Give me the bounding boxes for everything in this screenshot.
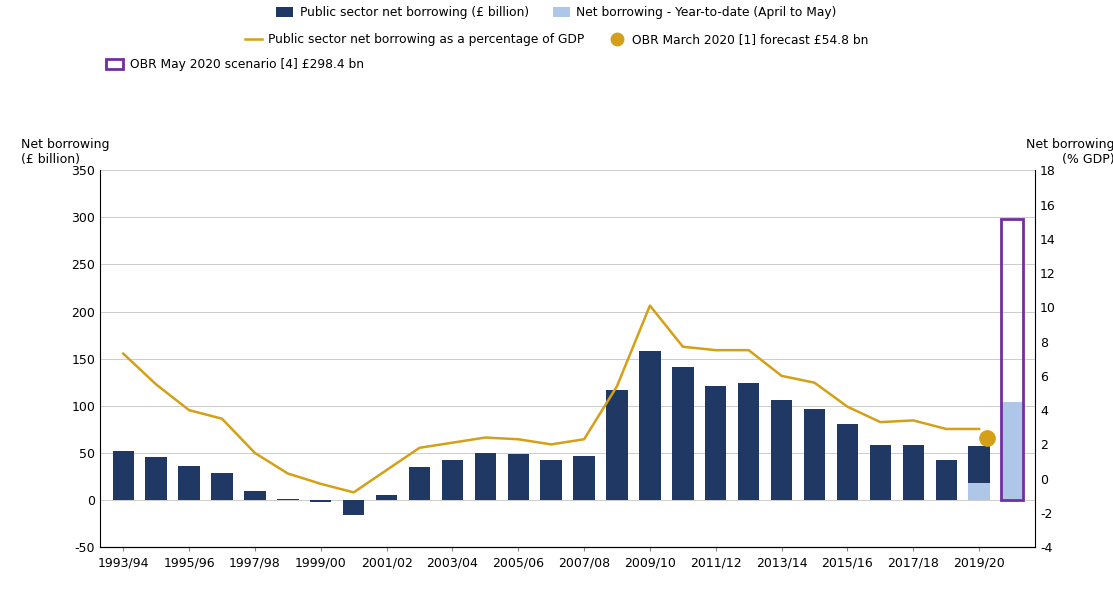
Bar	[804, 409, 825, 500]
Bar	[903, 446, 924, 500]
Bar	[968, 483, 989, 500]
Bar	[244, 491, 266, 500]
Bar	[442, 460, 463, 500]
Text: Net borrowing
(£ billion): Net borrowing (£ billion)	[21, 139, 109, 167]
Bar	[474, 453, 496, 500]
Bar	[771, 400, 792, 500]
Legend: OBR May 2020 scenario [4] £298.4 bn: OBR May 2020 scenario [4] £298.4 bn	[106, 58, 364, 71]
Legend: Public sector net borrowing (£ billion), Net borrowing - Year-to-date (April to : Public sector net borrowing (£ billion),…	[276, 6, 837, 19]
Legend: Public sector net borrowing as a percentage of GDP, OBR March 2020 [1] forecast : Public sector net borrowing as a percent…	[245, 33, 868, 46]
Bar	[376, 496, 397, 500]
Bar	[408, 467, 431, 500]
Bar	[738, 383, 759, 500]
Bar	[211, 473, 233, 500]
Bar	[1002, 219, 1023, 500]
Bar	[146, 457, 167, 500]
Bar	[573, 456, 594, 500]
Bar	[672, 367, 693, 500]
Bar	[343, 500, 364, 515]
Bar	[705, 386, 727, 500]
Bar	[936, 460, 957, 500]
Bar	[311, 500, 332, 502]
Bar	[607, 390, 628, 500]
Bar	[541, 460, 562, 500]
Bar	[639, 351, 661, 500]
Bar	[508, 454, 529, 500]
Bar	[277, 499, 298, 500]
Bar	[112, 451, 134, 500]
Bar	[869, 446, 892, 500]
Bar	[1002, 402, 1023, 500]
Bar	[178, 466, 199, 500]
Bar	[837, 424, 858, 500]
Bar	[968, 446, 989, 500]
Text: Net borrowing
(% GDP): Net borrowing (% GDP)	[1026, 139, 1113, 167]
